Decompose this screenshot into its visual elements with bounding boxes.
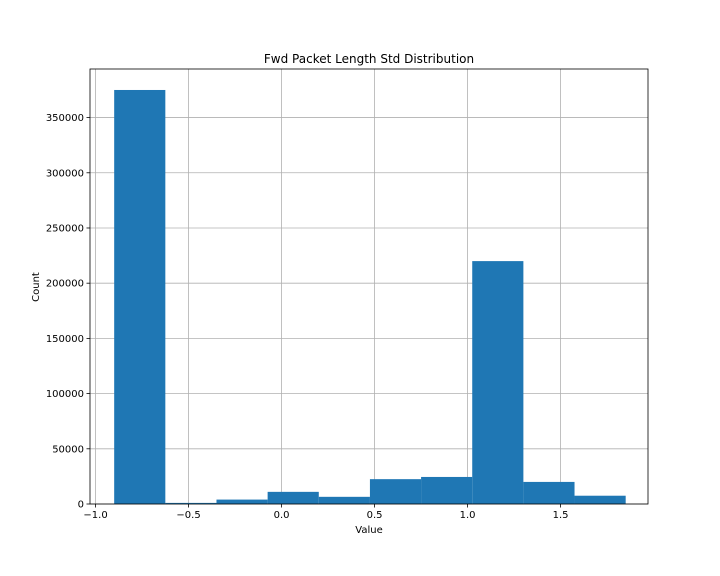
histogram-bar xyxy=(318,496,370,504)
y-tick-label: 50000 xyxy=(52,444,84,455)
y-tick-label: 100000 xyxy=(46,389,84,400)
histogram-bar xyxy=(472,261,524,504)
histogram-bar xyxy=(114,89,166,504)
x-axis-label: Value xyxy=(355,525,382,536)
x-axis: −1.0 −0.5 0.0 0.5 1.0 1.5 xyxy=(83,504,569,521)
histogram-bar xyxy=(267,491,319,504)
x-tick-label: −0.5 xyxy=(176,510,200,521)
y-axis: 0 50000 100000 150000 200000 250000 300000 3500… xyxy=(46,113,90,511)
x-tick-label: 0.5 xyxy=(367,510,383,521)
y-tick-label: 150000 xyxy=(46,334,84,345)
y-tick-label: 250000 xyxy=(46,223,84,234)
y-tick-label: 0 xyxy=(78,500,84,511)
y-tick-label: 200000 xyxy=(46,279,84,290)
histogram-bar xyxy=(523,481,575,504)
x-tick-label: 1.5 xyxy=(553,510,569,521)
bars xyxy=(114,89,626,504)
x-tick-label: 0.0 xyxy=(274,510,290,521)
grid xyxy=(90,69,648,505)
y-axis-label: Count xyxy=(31,272,42,302)
histogram-bar xyxy=(574,495,626,504)
histogram-bar xyxy=(216,499,268,504)
x-tick-label: 1.0 xyxy=(460,510,476,521)
histogram-bar xyxy=(369,479,422,504)
histogram-bar xyxy=(165,502,217,504)
chart-title: Fwd Packet Length Std Distribution xyxy=(264,52,474,66)
x-tick-label: −1.0 xyxy=(83,510,107,521)
y-tick-label: 300000 xyxy=(46,168,84,179)
histogram-bar xyxy=(421,476,473,504)
y-tick-label: 350000 xyxy=(46,113,84,124)
plot-frame xyxy=(89,68,649,505)
